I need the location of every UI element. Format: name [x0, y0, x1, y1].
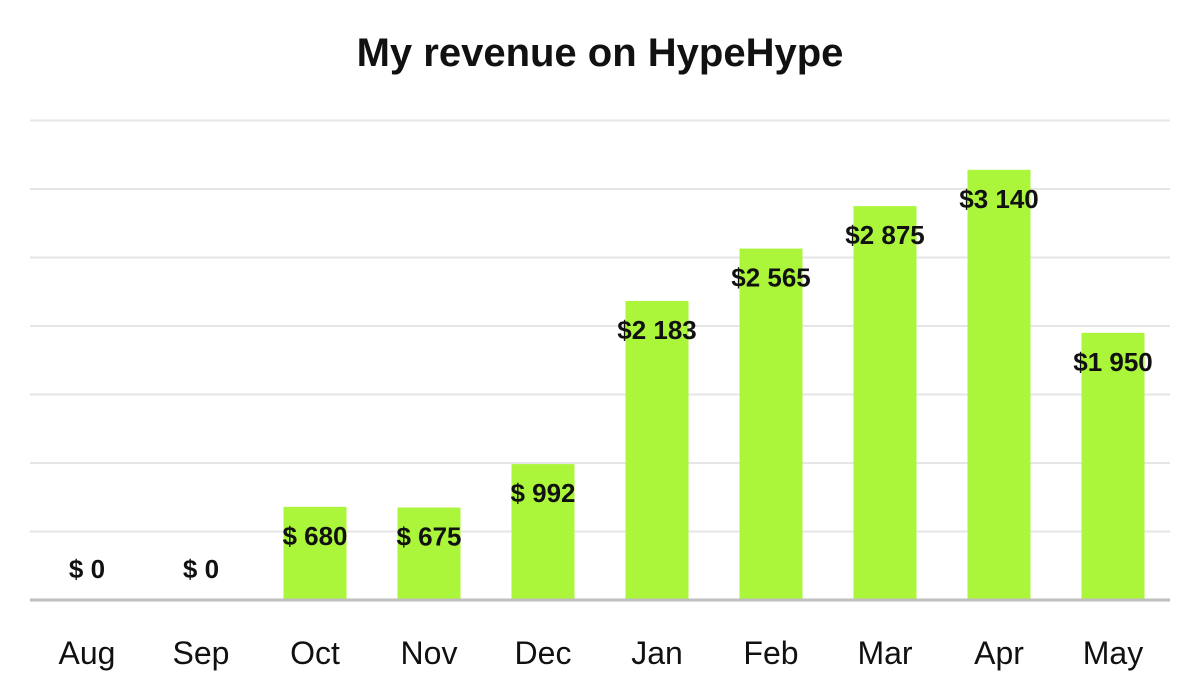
x-tick-label: May [1083, 635, 1143, 671]
bar [739, 248, 803, 600]
x-tick-label: Jan [631, 635, 683, 671]
bar [967, 169, 1031, 600]
bar-value-labels: $ 0 $ 0 $ 680 $ 675 $ 992 $2 183 $2 565 $2 875 $… [69, 184, 1153, 584]
bar-value-label: $ 0 [69, 554, 105, 584]
x-tick-label: Feb [743, 635, 798, 671]
chart-title: My revenue on HypeHype [357, 31, 844, 75]
bar-value-label: $ 992 [510, 478, 575, 508]
bar [283, 506, 347, 600]
x-axis-tick-labels: Aug Sep Oct Nov Dec Jan Feb Mar Apr May [59, 635, 1144, 671]
bar [397, 507, 461, 600]
x-tick-label: Oct [290, 635, 340, 671]
x-tick-label: Aug [59, 635, 116, 671]
x-tick-label: Apr [974, 635, 1024, 671]
bar-value-label: $ 680 [282, 521, 347, 551]
x-tick-label: Mar [857, 635, 912, 671]
bar-value-label: $2 183 [617, 315, 697, 345]
x-tick-label: Nov [401, 635, 458, 671]
x-tick-label: Sep [173, 635, 230, 671]
bar [625, 300, 689, 600]
gridlines [30, 119, 1170, 533]
bar-value-label: $1 950 [1073, 347, 1153, 377]
x-tick-label: Dec [515, 635, 572, 671]
bar [853, 206, 917, 600]
bar [1081, 332, 1145, 600]
bar [511, 464, 575, 600]
bars [283, 169, 1145, 600]
bar-value-label: $3 140 [959, 184, 1039, 214]
bar-value-label: $ 675 [396, 522, 461, 552]
bar-value-label: $ 0 [183, 554, 219, 584]
bar-value-label: $2 565 [731, 263, 811, 293]
bar-value-label: $2 875 [845, 220, 925, 250]
